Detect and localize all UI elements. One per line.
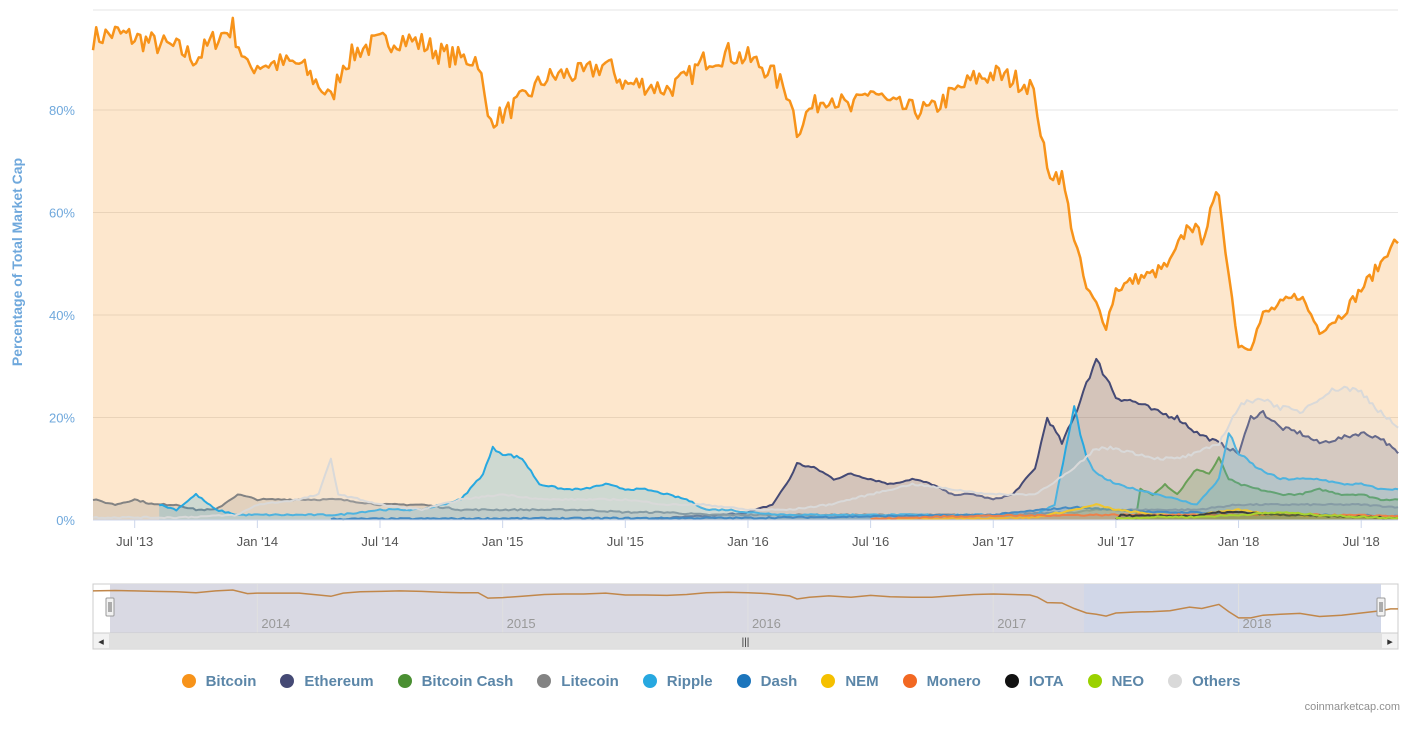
legend-label: Litecoin bbox=[561, 672, 619, 690]
y-tick-label: 0% bbox=[56, 513, 75, 528]
navigator-series bbox=[92, 589, 1398, 619]
legend-label: Dash bbox=[760, 672, 798, 690]
x-tick-label: Jul '17 bbox=[1097, 534, 1134, 549]
navigator[interactable]: 2014 2015 2016 2017 2018 ||| ◂ ▸ bbox=[92, 583, 1399, 650]
line-litecoin bbox=[92, 493, 1399, 517]
legend-item-monero[interactable]: Monero bbox=[902, 672, 981, 690]
series-ripple[interactable] bbox=[159, 405, 1399, 520]
line-neo bbox=[1115, 511, 1399, 520]
scrollbar[interactable]: ||| ◂ ▸ bbox=[92, 632, 1399, 650]
x-tick-label: Jan '18 bbox=[1218, 534, 1260, 549]
x-axis: Jul '13 Jan '14 Jul '14 Jan '15 Jul '15 Jan '… bbox=[93, 519, 1398, 549]
legend-item-bitcoin[interactable]: Bitcoin bbox=[181, 672, 257, 690]
line-ethereum bbox=[649, 357, 1399, 521]
y-axis: 0% 20% 40% 60% 80% bbox=[49, 103, 75, 528]
x-tick-label: Jul '14 bbox=[361, 534, 398, 549]
x-tick-label: Jul '18 bbox=[1343, 534, 1380, 549]
legend-swatch bbox=[821, 674, 836, 688]
area-bitcoin bbox=[93, 17, 1398, 521]
legend-item-bitcoin-cash[interactable]: Bitcoin Cash bbox=[397, 672, 514, 690]
scrollbar-thumb[interactable] bbox=[109, 634, 1382, 648]
legend-swatch bbox=[902, 674, 917, 688]
legend-swatch bbox=[537, 674, 552, 688]
navigator-label: 2018 bbox=[1243, 616, 1272, 631]
legend-label: NEM bbox=[845, 672, 879, 690]
navigator-label: 2015 bbox=[507, 616, 536, 631]
legend-item-dash[interactable]: Dash bbox=[736, 672, 798, 690]
line-dash bbox=[330, 505, 1399, 521]
legend-label: Ethereum bbox=[304, 672, 374, 690]
legend-label: NEO bbox=[1111, 672, 1145, 690]
x-tick-label: Jan '15 bbox=[482, 534, 524, 549]
legend-label: Others bbox=[1192, 672, 1241, 690]
x-tick-label: Jan '16 bbox=[727, 534, 769, 549]
series-litecoin[interactable] bbox=[92, 493, 1399, 521]
y-tick-label: 60% bbox=[49, 205, 75, 220]
legend-item-ethereum[interactable]: Ethereum bbox=[280, 672, 374, 690]
legend-swatch bbox=[280, 674, 295, 688]
navigator-highlight bbox=[1084, 584, 1381, 633]
legend-swatch bbox=[1087, 674, 1102, 688]
scroll-right-arrow[interactable]: ▸ bbox=[1387, 636, 1393, 648]
line-bitcoin-cash bbox=[1134, 456, 1399, 520]
series-others[interactable] bbox=[92, 385, 1399, 520]
legend: Bitcoin Ethereum Bitcoin Cash Litecoin Rippl… bbox=[0, 668, 1422, 694]
series-neo[interactable] bbox=[1115, 511, 1399, 520]
series-areas[interactable] bbox=[91, 16, 1399, 521]
market-cap-chart: 0% 20% 40% 60% 80% Jul '13 Jan '14 Jul '14 Jan … bbox=[9, 9, 1399, 650]
x-tick-label: Jan '14 bbox=[237, 534, 279, 549]
credit-link[interactable]: coinmarketcap.com bbox=[1304, 701, 1400, 713]
navigator-label: 2016 bbox=[752, 616, 781, 631]
navigator-label: 2014 bbox=[261, 616, 290, 631]
line-bitcoin bbox=[91, 16, 1399, 351]
area-litecoin bbox=[93, 494, 1398, 520]
legend-swatch bbox=[1004, 674, 1019, 688]
legend-label: IOTA bbox=[1028, 672, 1064, 690]
line-ripple bbox=[159, 405, 1399, 517]
y-tick-label: 40% bbox=[49, 308, 75, 323]
x-tick-label: Jul '16 bbox=[852, 534, 889, 549]
legend-swatch bbox=[181, 674, 196, 688]
legend-item-nem[interactable]: NEM bbox=[821, 672, 879, 690]
legend-item-litecoin[interactable]: Litecoin bbox=[537, 673, 619, 690]
y-tick-label: 20% bbox=[49, 410, 75, 425]
line-others bbox=[92, 385, 1399, 520]
legend-item-ripple[interactable]: Ripple bbox=[642, 672, 713, 690]
legend-swatch bbox=[397, 674, 412, 688]
area-others bbox=[93, 386, 1398, 520]
x-tick-label: Jan '17 bbox=[972, 534, 1014, 549]
legend-swatch bbox=[1168, 674, 1183, 688]
legend-label: Ripple bbox=[666, 672, 713, 690]
legend-label: Bitcoin Cash bbox=[421, 672, 514, 690]
navigator-handle-right[interactable] bbox=[1376, 597, 1386, 617]
navigator-handle-left[interactable] bbox=[105, 597, 115, 617]
legend-item-neo[interactable]: NEO bbox=[1087, 672, 1145, 690]
series-ethereum[interactable] bbox=[649, 357, 1399, 521]
y-tick-label: 80% bbox=[49, 103, 75, 118]
legend-label: Monero bbox=[926, 672, 981, 690]
scrollbar-grip[interactable]: ||| bbox=[742, 637, 750, 648]
x-tick-label: Jul '15 bbox=[607, 534, 644, 549]
legend-item-iota[interactable]: IOTA bbox=[1004, 672, 1064, 690]
legend-swatch bbox=[642, 674, 657, 688]
y-axis-title: Percentage of Total Market Cap bbox=[9, 158, 25, 366]
x-tick-label: Jul '13 bbox=[116, 534, 153, 549]
legend-item-others[interactable]: Others bbox=[1168, 673, 1240, 690]
legend-label: Bitcoin bbox=[205, 672, 257, 690]
series-bitcoin[interactable] bbox=[91, 16, 1399, 521]
navigator-label: 2017 bbox=[997, 616, 1026, 631]
legend-swatch bbox=[736, 674, 751, 688]
scroll-left-arrow[interactable]: ◂ bbox=[98, 636, 104, 648]
